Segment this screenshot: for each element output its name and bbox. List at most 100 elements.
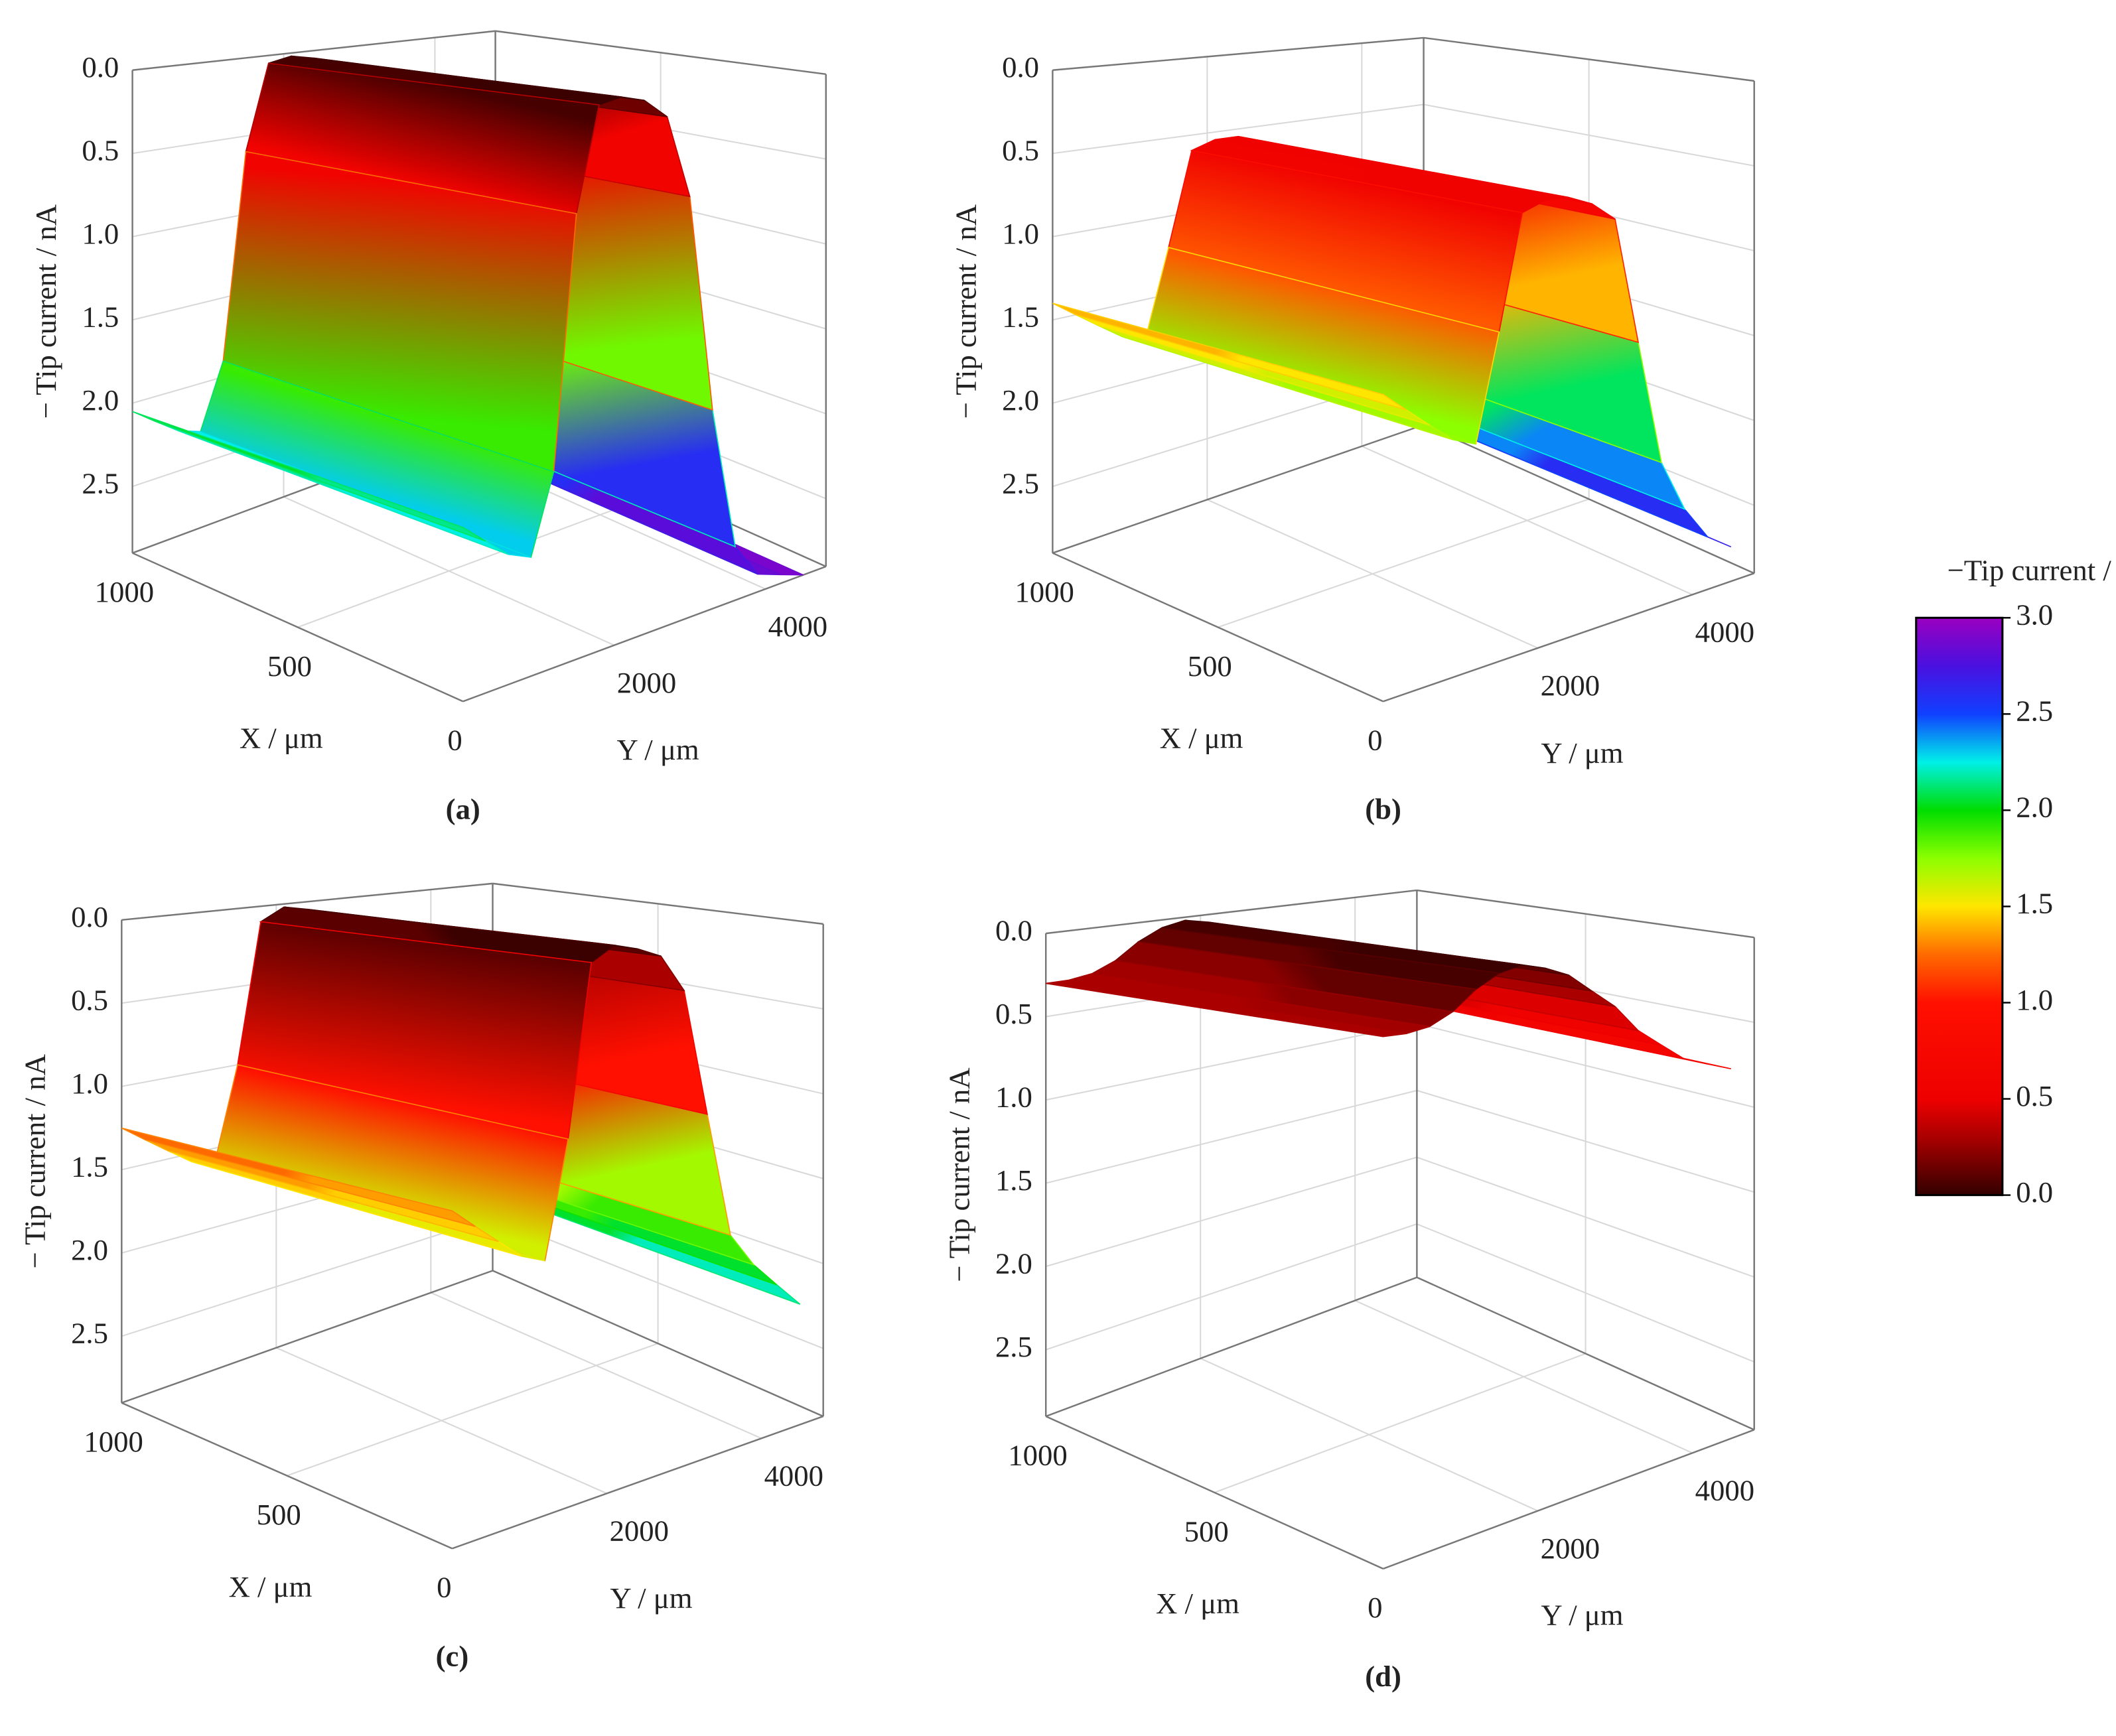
z-axis-title: − Tip current / nA — [29, 204, 62, 419]
x-tick-label: 0 — [437, 1571, 451, 1604]
z-tick-label: 0.5 — [995, 997, 1032, 1030]
surface-strip — [1046, 979, 1407, 1037]
y-tick-label: 4000 — [768, 610, 827, 643]
axis-line — [1383, 1429, 1755, 1569]
y-axis-title: Y / μm — [1541, 1598, 1623, 1631]
z-tick-label: 2.5 — [71, 1317, 108, 1350]
grid-line — [287, 1343, 658, 1477]
axis-line — [121, 1402, 453, 1550]
z-tick-label: 1.5 — [1002, 300, 1039, 334]
axis-line — [1052, 36, 1424, 71]
axis-line — [132, 552, 464, 702]
x-axis-title: X / μm — [1156, 1587, 1239, 1620]
z-axis-title: − Tip current / nA — [942, 1067, 975, 1282]
axis-line — [1423, 36, 1754, 82]
z-tick-label: 0.0 — [71, 900, 108, 933]
x-tick-label: 0 — [1368, 1591, 1382, 1624]
y-tick-label: 2000 — [1541, 1532, 1600, 1565]
colorbar-tick-label: 3.0 — [2016, 598, 2053, 632]
panel: 0.0 0.5 1.0 1.5 2.0 2.5 0 500 1000 2000 4000 X / μm… — [29, 30, 827, 825]
colorbar-tick-label: 2.0 — [2016, 791, 2053, 824]
z-tick-label: 0.0 — [1002, 50, 1039, 84]
x-tick-label: 500 — [1184, 1514, 1229, 1548]
axis-line — [132, 30, 496, 71]
z-tick-label: 2.0 — [995, 1246, 1032, 1280]
z-tick-label: 0.0 — [82, 50, 119, 84]
axis-line — [1045, 1415, 1384, 1569]
x-tick-label: 1000 — [84, 1425, 143, 1458]
y-tick-label: 4000 — [1695, 616, 1754, 649]
axis-line — [492, 882, 823, 925]
surface-strip — [132, 411, 486, 542]
axis-line — [1052, 552, 1384, 702]
axis-line — [1045, 1276, 1417, 1418]
x-tick-label: 1000 — [95, 575, 154, 608]
axis-line — [121, 882, 493, 921]
x-axis-title: X / μm — [229, 1570, 313, 1603]
y-axis-title: Y / μm — [1541, 736, 1623, 769]
y-tick-label: 4000 — [1695, 1474, 1754, 1507]
z-tick-label: 1.0 — [71, 1067, 108, 1100]
z-tick-label: 2.0 — [1002, 383, 1039, 417]
axis-line — [1423, 424, 1755, 574]
z-tick-label: 2.5 — [995, 1330, 1032, 1363]
axis-line — [495, 30, 826, 76]
axis-line — [1417, 889, 1754, 939]
y-tick-label: 2000 — [617, 666, 676, 699]
axis-line — [1416, 1276, 1755, 1431]
panel: 0.0 0.5 1.0 1.5 2.0 2.5 0 500 1000 2000 4000 X / μm… — [19, 882, 824, 1672]
grid-line — [283, 496, 615, 646]
surface-strip — [121, 1127, 476, 1227]
axis-line — [1383, 572, 1755, 702]
grid-line — [1206, 499, 1538, 649]
z-axis-title: − Tip current / nA — [950, 204, 983, 419]
grid-line — [1045, 1089, 1417, 1184]
grid-line — [1354, 1300, 1693, 1454]
grid-line — [1045, 1223, 1417, 1351]
z-tick-label: 0.5 — [82, 134, 119, 167]
grid-line — [1045, 1156, 1417, 1268]
grid-line — [1214, 1353, 1586, 1493]
panel-label: (d) — [1365, 1660, 1401, 1693]
axis-line — [452, 1415, 824, 1550]
z-tick-label: 1.0 — [995, 1080, 1032, 1113]
panel: 0.0 0.5 1.0 1.5 2.0 2.5 0 500 1000 2000 4000 X / μm… — [950, 36, 1755, 825]
panel-label: (c) — [436, 1639, 469, 1672]
colorbar-tick-label: 0.0 — [2016, 1175, 2053, 1209]
x-tick-label: 500 — [1188, 649, 1232, 683]
y-axis-title: Y / μm — [616, 733, 699, 766]
panel: 0.0 0.5 1.0 1.5 2.0 2.5 0 500 1000 2000 4000 X / μm… — [942, 889, 1755, 1693]
y-tick-label: 2000 — [610, 1514, 669, 1548]
x-tick-label: 500 — [257, 1498, 301, 1531]
axis-line — [121, 1270, 493, 1404]
colorbar-tick-label: 1.0 — [2016, 983, 2053, 1016]
colorbar — [1915, 616, 2004, 1197]
colorbar-tick-label: 2.5 — [2016, 695, 2053, 728]
surface-strip — [1052, 302, 1407, 411]
axis-line — [1046, 889, 1417, 935]
grid-line — [430, 1292, 762, 1439]
grid-line — [275, 1347, 607, 1495]
grid-line — [1200, 1357, 1538, 1512]
grid-line — [121, 1217, 493, 1337]
colorbar-tick-label: 1.5 — [2016, 887, 2053, 920]
axis-line — [1052, 424, 1424, 554]
grid-line — [1361, 445, 1693, 596]
y-axis-title: Y / μm — [610, 1581, 692, 1615]
z-tick-label: 2.5 — [82, 467, 119, 500]
z-tick-label: 2.0 — [71, 1233, 108, 1266]
panel-label: (b) — [1365, 792, 1401, 825]
x-tick-label: 1000 — [1015, 575, 1074, 608]
axis-line — [492, 1270, 824, 1418]
grid-line — [1045, 1023, 1417, 1101]
x-tick-label: 1000 — [1008, 1438, 1067, 1471]
z-tick-label: 0.5 — [71, 984, 108, 1017]
axis-line — [462, 565, 827, 702]
z-tick-label: 1.5 — [71, 1150, 108, 1183]
y-tick-label: 4000 — [764, 1459, 823, 1493]
z-tick-label: 2.5 — [1002, 467, 1039, 500]
z-tick-label: 0.5 — [1002, 134, 1039, 167]
z-tick-label: 1.0 — [82, 217, 119, 250]
z-tick-label: 1.5 — [995, 1164, 1032, 1197]
